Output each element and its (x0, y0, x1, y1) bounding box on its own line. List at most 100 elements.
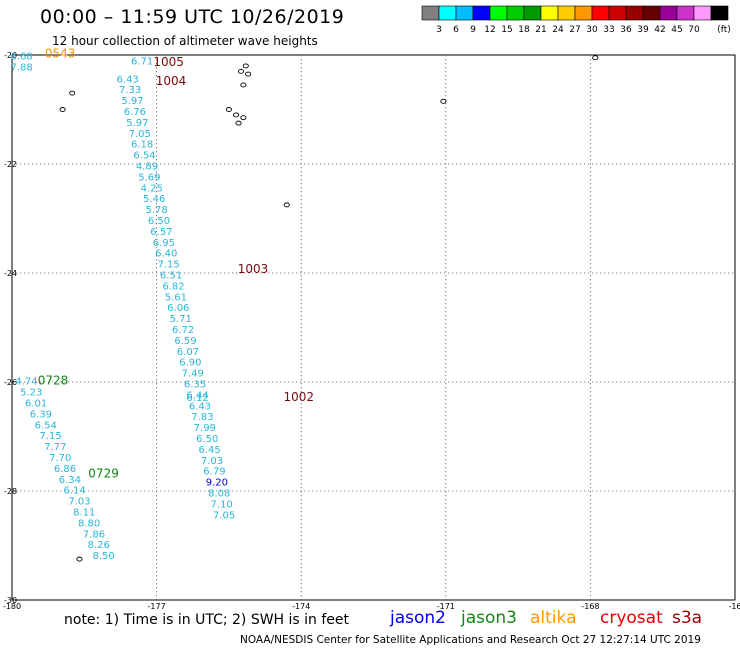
island-outline (69, 90, 76, 96)
lon-tick-label: -177 (148, 602, 166, 610)
wave-height-value: 7.15 (39, 431, 61, 442)
wave-height-value: 6.43 (117, 74, 139, 85)
lat-tick-label: -28 (4, 487, 17, 496)
wave-height-value: 9.20 (206, 478, 228, 489)
wave-height-value: 6.07 (177, 347, 199, 358)
lon-tick-label: -16 (728, 602, 740, 610)
lat-tick-label: -24 (4, 269, 17, 278)
pass-time-label: 0729 (88, 466, 119, 480)
color-scale-label: 70 (688, 25, 700, 35)
color-scale-unit: (ft) (717, 25, 731, 35)
wave-height-value: 5.97 (121, 96, 143, 107)
wave-height-value: 6.95 (153, 238, 175, 249)
map-frame (11, 54, 736, 601)
lat-tick-label: -22 (4, 160, 17, 169)
wave-height-value: 7.33 (119, 85, 141, 96)
wave-height-value: 6.76 (124, 107, 146, 118)
color-scale-label: 39 (637, 25, 649, 35)
wave-height-map: -180 -177 -174 -171 -168 -16 -20 -22 -24 -26 -28 -3… (3, 47, 740, 610)
island-outline (237, 68, 244, 74)
wave-height-value: 6.43 (189, 401, 211, 412)
island-outline (592, 55, 599, 61)
color-scale-label: 3 (436, 25, 442, 35)
color-scale-label: 24 (552, 25, 564, 35)
wave-height-value: 6.79 (203, 467, 225, 478)
wave-height-value: 6.14 (64, 486, 86, 497)
wave-height-value: 6.57 (150, 227, 172, 238)
wave-height-value: 6.59 (174, 336, 196, 347)
lat-tick-label: -26 (4, 378, 17, 387)
mission-s3a: s3a (672, 608, 703, 628)
wave-height-value: 6.01 (25, 399, 47, 410)
wave-height-value: 7.88 (11, 62, 33, 73)
island-outline (440, 98, 447, 104)
color-scale-label: 18 (518, 25, 530, 35)
island-outline (233, 112, 240, 118)
island-outline (240, 82, 247, 88)
wave-height-value: 7.10 (211, 499, 233, 510)
lat-tick-label: -20 (4, 51, 17, 60)
footer-credit: NOAA/NESDIS Center for Satellite Applica… (240, 634, 701, 646)
wave-height-value: 7.15 (158, 260, 180, 271)
wave-height-value: 6.51 (160, 270, 182, 281)
lat-tick-label: -30 (4, 596, 17, 605)
pass-time-label: 1004 (156, 74, 187, 88)
island-outline (242, 63, 249, 69)
lon-tick-label: -171 (437, 602, 455, 610)
color-scale-label: 21 (535, 25, 546, 35)
wave-height-value: 6.50 (196, 434, 218, 445)
wave-height-value: 5.46 (143, 194, 165, 205)
wave-height-value: 5.97 (126, 118, 148, 129)
page-title: 00:00 – 11:59 UTC 10/26/2019 (40, 6, 345, 28)
pass-time-label: 0543 (45, 47, 76, 61)
wave-height-value: 7.77 (44, 442, 66, 453)
wave-height-value: 6.06 (167, 303, 189, 314)
pass-time-label: 1002 (284, 390, 315, 404)
wave-height-value: 8.50 (92, 551, 114, 562)
wave-height-value: 7.49 (182, 369, 204, 380)
units-note: note: 1) Time is in UTC; 2) SWH is in fe… (64, 612, 350, 628)
pass-time-label: 0728 (38, 374, 69, 388)
wave-height-value: 5.78 (145, 205, 167, 216)
lon-tick-label: -174 (292, 602, 310, 610)
wave-height-value: 6.54 (35, 420, 57, 431)
lon-tick-label: -168 (581, 602, 599, 610)
wave-height-value: 8.08 (208, 488, 230, 499)
wave-height-value: 7.03 (68, 497, 90, 508)
color-scale-label: 12 (484, 25, 495, 35)
wave-height-value: 6.90 (179, 358, 201, 369)
wave-height-value: 7.70 (49, 453, 71, 464)
wave-height-value: 6.86 (54, 464, 76, 475)
wave-height-value: 5.69 (138, 172, 160, 183)
wave-height-value: 6.34 (59, 475, 81, 486)
wave-height-value: 6.12 (186, 393, 208, 404)
wave-height-value: 6.44 (186, 390, 208, 401)
wave-height-value: 6.50 (148, 216, 170, 227)
wave-height-value: 6.39 (30, 409, 52, 420)
wave-height-value: 6.68 (11, 51, 33, 62)
wave-height-value: 8.80 (78, 518, 100, 529)
wave-height-value: 6.18 (131, 140, 153, 151)
wave-height-value: 5.23 (20, 388, 42, 399)
pass-time-label: 1005 (153, 55, 184, 69)
color-scale-label: 6 (453, 25, 459, 35)
wave-height-value: 6.71 (131, 56, 153, 67)
wave-height-value: 5.71 (170, 314, 192, 325)
color-scale-label: 30 (586, 25, 598, 35)
wave-height-value: 7.99 (194, 423, 216, 434)
mission-altika: altika (530, 608, 577, 628)
island-outline (235, 120, 242, 126)
mission-jason2: jason2 (390, 608, 446, 628)
wave-height-value: 6.45 (198, 445, 220, 456)
color-scale-label: 33 (603, 25, 614, 35)
wave-height-value: 8.11 (73, 508, 95, 519)
wave-height-value: 4.25 (141, 183, 163, 194)
wave-height-value: 5.61 (165, 292, 187, 303)
wave-height-value: 6.54 (133, 151, 155, 162)
wave-height-value: 7.03 (201, 456, 223, 467)
mission-cryosat: cryosat (600, 608, 663, 628)
color-scale-label: 45 (671, 25, 682, 35)
page-subtitle: 12 hour collection of altimeter wave hei… (52, 34, 318, 48)
mission-jason3: jason3 (461, 608, 517, 628)
island-outline (283, 202, 290, 208)
